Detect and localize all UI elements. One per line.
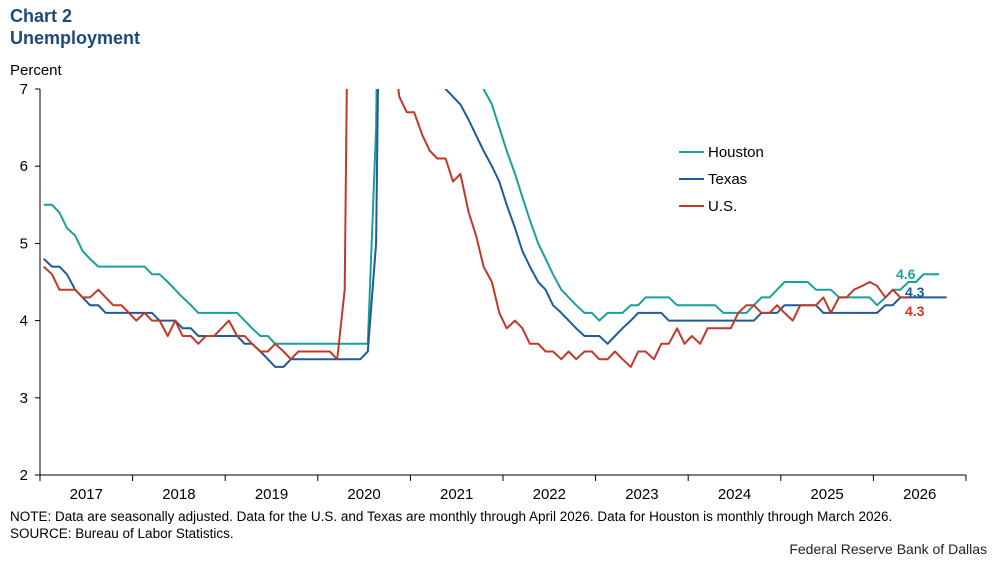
series-line-us xyxy=(43,89,909,368)
x-tick-label: 2024 xyxy=(718,486,751,503)
series-group xyxy=(43,89,947,368)
end-label-houston: 4.6 xyxy=(896,266,916,282)
chart-title: Unemployment xyxy=(10,28,141,48)
note-text: NOTE: Data are seasonally adjusted. Data… xyxy=(10,509,893,524)
legend-label: U.S. xyxy=(708,198,737,215)
legend-label: Texas xyxy=(708,171,747,188)
x-tick-label: 2022 xyxy=(533,486,566,503)
x-tick-label: 2020 xyxy=(347,486,380,503)
credit-text: Federal Reserve Bank of Dallas xyxy=(789,541,987,557)
x-tick-label: 2017 xyxy=(70,486,103,503)
chart-number: Chart 2 xyxy=(10,6,73,26)
series-line-houston xyxy=(43,89,940,345)
x-tick-label: 2018 xyxy=(162,486,195,503)
end-label-us: 4.3 xyxy=(905,303,925,319)
x-tick-label: 2026 xyxy=(903,486,936,503)
x-tick-label: 2023 xyxy=(625,486,658,503)
x-tick-label: 2019 xyxy=(255,486,288,503)
y-axis-label: Percent xyxy=(10,62,62,79)
y-tick-label: 6 xyxy=(20,158,28,175)
end-labels: 4.6 4.3 4.3 xyxy=(896,266,925,319)
y-tick-label: 2 xyxy=(20,467,28,484)
legend: Houston Texas U.S. xyxy=(679,144,764,215)
legend-label: Houston xyxy=(708,144,764,161)
chart-note: NOTE: Data are seasonally adjusted. Data… xyxy=(10,508,892,542)
axes: 2 3 4 5 6 7 2017 2018 2019 2020 2021 2022 2023 2024 20… xyxy=(20,81,967,503)
end-label-texas: 4.3 xyxy=(905,284,925,300)
series-line-texas xyxy=(43,89,947,368)
y-tick-label: 3 xyxy=(20,390,28,407)
line-chart: 2 3 4 5 6 7 2017 2018 2019 2020 2021 2022 2023 2024 20… xyxy=(20,81,967,503)
x-tick-label: 2025 xyxy=(810,486,843,503)
y-tick-label: 5 xyxy=(20,235,28,252)
source-text: SOURCE: Bureau of Labor Statistics. xyxy=(10,526,234,541)
y-tick-label: 7 xyxy=(20,81,28,98)
x-tick-label: 2021 xyxy=(440,486,473,503)
y-tick-label: 4 xyxy=(20,313,28,330)
